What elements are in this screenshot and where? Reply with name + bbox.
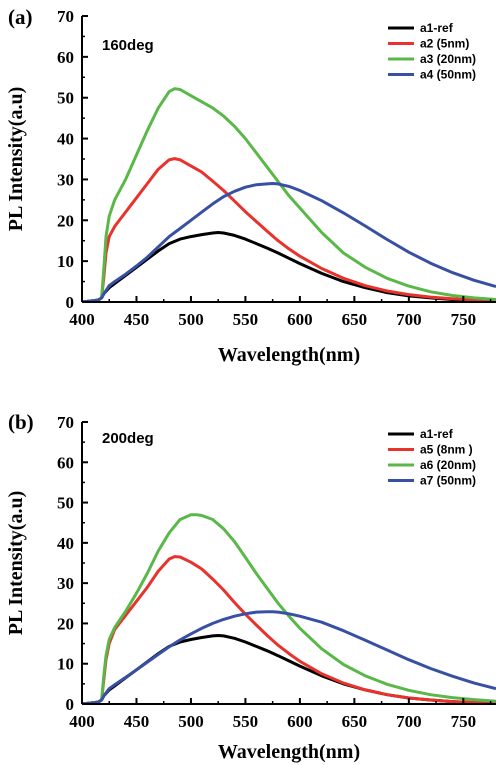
legend-label: a4 (50nm)	[420, 68, 476, 82]
x-axis-label: Wavelength(nm)	[218, 741, 360, 763]
y-tick-label: 30	[57, 574, 74, 593]
y-tick-label: 30	[57, 170, 74, 189]
x-tick-label: 500	[178, 310, 204, 329]
x-tick-label: 650	[342, 712, 368, 731]
y-tick-label: 10	[57, 252, 74, 271]
y-tick-label: 70	[57, 7, 74, 26]
legend: a1-ref a5 (8nm )a6 (20nm) a7 (50nm)	[388, 427, 476, 488]
x-tick-label: 700	[396, 712, 422, 731]
series-line-3	[82, 182, 496, 302]
x-tick-label: 650	[342, 310, 368, 329]
y-axis-label: PL Intensity(a.u)	[5, 87, 27, 231]
chart-panel-0: 0 10 20 30 40 50 60 70 400 450 500 550 600 650 700 750 (…	[5, 5, 496, 366]
y-tick-label: 20	[57, 614, 74, 633]
x-tick-label: 400	[69, 310, 95, 329]
x-tick-label: 500	[178, 712, 204, 731]
inset-label: 200deg	[102, 430, 154, 447]
inset-label: 160deg	[102, 37, 154, 54]
y-tick-label: 40	[57, 534, 74, 553]
x-tick-label: 750	[451, 310, 477, 329]
x-tick-label: 550	[233, 310, 259, 329]
series-line-3	[82, 610, 496, 704]
legend-label: a6 (20nm)	[420, 458, 476, 472]
legend: a1-ref a2 (5nm)a3 (20nm) a4 (50nm)	[388, 21, 476, 82]
series-line-0	[82, 231, 496, 302]
series-line-2	[82, 87, 496, 302]
y-tick-label: 50	[57, 494, 74, 513]
y-tick-label: 70	[57, 413, 74, 432]
x-tick-label: 400	[69, 712, 95, 731]
y-tick-label: 10	[57, 655, 74, 674]
legend-label: a1-ref	[420, 427, 454, 441]
chart-panel-1: 0 10 20 30 40 50 60 70 400 450 500 550 600 650 700 750 (…	[5, 410, 496, 763]
y-tick-label: 40	[57, 130, 74, 149]
y-tick-label: 50	[57, 89, 74, 108]
y-tick-label: 20	[57, 211, 74, 230]
legend-label: a3 (20nm)	[420, 52, 476, 66]
legend-label: a1-ref	[420, 21, 454, 35]
series-line-1	[82, 157, 496, 302]
panel-label: (b)	[8, 410, 34, 434]
y-tick-label: 60	[57, 48, 74, 67]
x-tick-label: 450	[124, 310, 150, 329]
x-tick-label: 600	[287, 712, 313, 731]
x-tick-label: 750	[451, 712, 477, 731]
series-line-2	[82, 513, 496, 704]
y-tick-label: 0	[66, 695, 75, 714]
y-tick-label: 60	[57, 453, 74, 472]
y-tick-label: 0	[66, 293, 75, 312]
x-tick-label: 450	[124, 712, 150, 731]
panel-label: (a)	[8, 5, 33, 29]
x-axis-label: Wavelength(nm)	[218, 344, 360, 366]
x-tick-label: 700	[396, 310, 422, 329]
y-axis-label: PL Intensity(a.u)	[5, 491, 27, 635]
x-tick-label: 600	[287, 310, 313, 329]
x-tick-label: 550	[233, 712, 259, 731]
legend-label: a5 (8nm )	[420, 443, 473, 457]
legend-label: a7 (50nm)	[420, 474, 476, 488]
legend-label: a2 (5nm)	[420, 37, 469, 51]
